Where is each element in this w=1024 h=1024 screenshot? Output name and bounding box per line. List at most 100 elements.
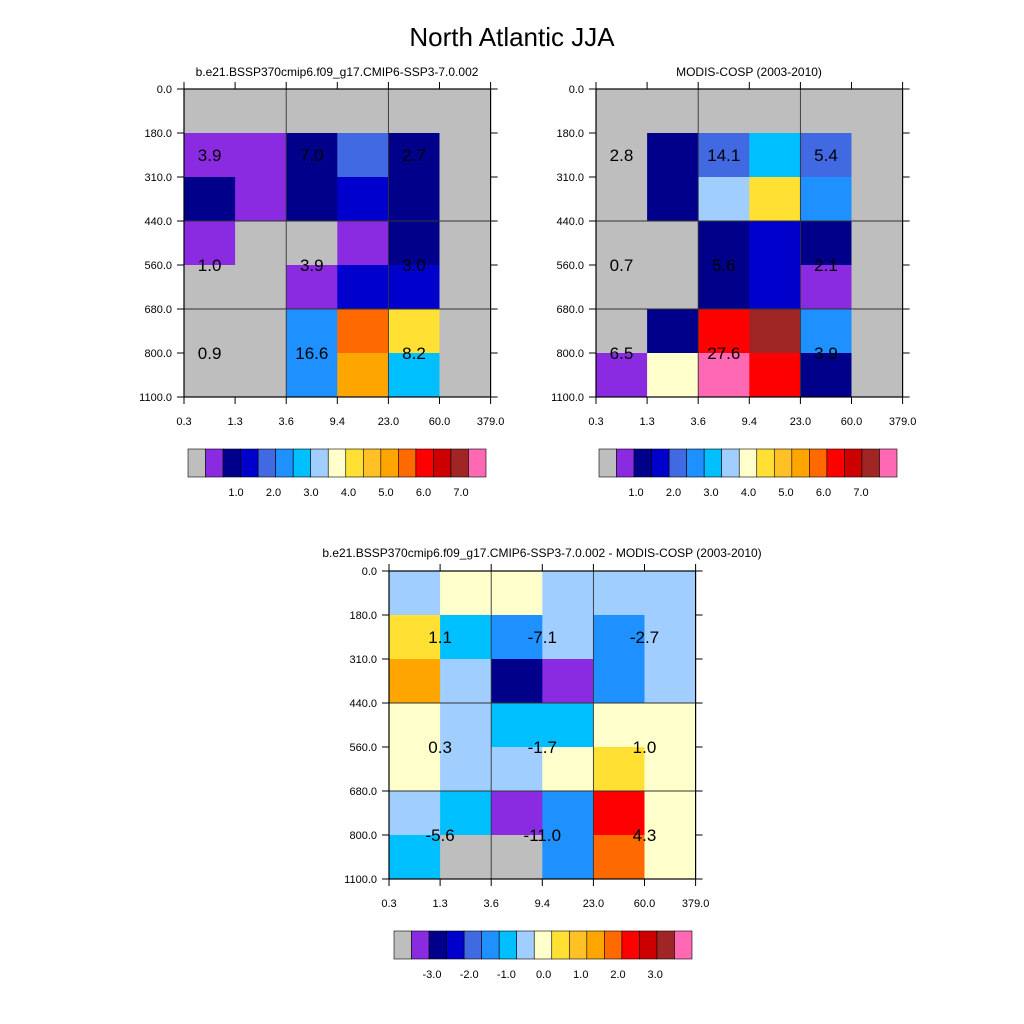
heatmap-cell [235,265,287,310]
x-tick-label: 1.3 [432,898,447,910]
heatmap-cell [800,133,852,178]
colorbar-swatch [703,448,723,478]
heatmap-cell [440,571,492,616]
colorbar-swatch [463,930,482,960]
heatmap-cell [596,177,648,222]
heatmap-cell [542,835,594,880]
heatmap-cell [698,265,750,310]
colorbar-swatch [616,448,635,478]
cell-value-label: 0.3 [428,738,452,757]
heatmap-cell [235,221,287,266]
heatmap-cell [749,309,801,354]
heatmap-cell [286,309,338,354]
heatmap-cell [389,747,441,792]
cell-value-label: 3.0 [402,256,426,275]
colorbar-swatch [844,448,863,478]
heatmap-cell [440,791,492,836]
colorbar-swatch [721,448,740,478]
cell-value-label: 2.8 [610,146,634,165]
colorbar-label: 5.0 [378,487,393,499]
heatmap-cell [286,265,338,310]
heatmap-cell [644,747,696,792]
panel-title-model: b.e21.BSSP370cmip6.f09_g17.CMIP6-SSP3-7.… [196,65,479,79]
heatmap-cell [337,133,389,178]
y-tick-label: 310.0 [349,654,377,666]
colorbar-swatch [633,448,652,478]
heatmap-cell [800,177,852,222]
colorbar-swatch [551,930,570,960]
heatmap-cell [698,177,750,222]
colorbar-label: 4.0 [741,487,756,499]
y-tick-label: 0.0 [362,566,377,578]
heatmap-cell [644,615,696,660]
heatmap-cell [542,703,594,748]
heatmap-cell [647,177,699,222]
colorbar-label: -1.0 [497,969,516,981]
y-tick-label: 560.0 [556,260,584,272]
heatmap-cell [749,133,801,178]
heatmap-cell [698,133,750,178]
colorbar-label: -3.0 [423,969,442,981]
heatmap-cell [800,265,852,310]
cell-value-label: 5.6 [712,256,736,275]
colorbar-label: 3.0 [703,487,718,499]
x-tick-label: 60.0 [634,898,655,910]
colorbar-swatch [568,930,588,960]
heatmap-cell [184,353,236,398]
colorbar-label: -2.0 [460,969,479,981]
y-tick-label: 560.0 [144,260,172,272]
heatmap-cell [388,221,440,266]
colorbar-label: 7.0 [453,487,468,499]
heatmap-cell [749,177,801,222]
x-tick-label: 9.4 [742,416,757,428]
heatmap-cell [491,659,543,704]
heatmap-cell [388,177,440,222]
heatmap-cell [647,221,699,266]
colorbar-swatch [738,448,758,478]
cell-value-label: 1.0 [198,256,222,275]
colorbar-label: 7.0 [853,487,868,499]
heatmap-cell [749,221,801,266]
cell-value-label: 5.4 [814,146,838,165]
heatmap-cell [749,265,801,310]
heatmap-cell [851,309,903,354]
heatmap-cell [388,89,440,134]
colorbar-swatch [380,448,399,478]
colorbar-swatch [240,448,259,478]
heatmap-cell [800,309,852,354]
cell-value-label: 16.6 [295,344,328,363]
colorbar-swatch [481,930,500,960]
heatmap-cell [439,177,491,222]
colorbar-swatch [292,448,312,478]
colorbar-swatch [516,930,535,960]
heatmap-cell [491,747,543,792]
heatmap-cell [596,265,648,310]
cell-value-label: 8.2 [402,344,426,363]
colorbar-label: 2.0 [266,487,281,499]
cell-value-label: -1.7 [528,738,557,757]
colorbar-swatch [756,448,775,478]
heatmap-cell [698,309,750,354]
y-tick-label: 1100.0 [139,392,172,404]
heatmap-cell [596,89,648,134]
y-tick-label: 680.0 [556,304,584,316]
x-tick-label: 60.0 [429,416,450,428]
x-tick-label: 9.4 [535,898,550,910]
cell-value-label: -7.1 [528,628,557,647]
colorbar-swatch [861,448,880,478]
heatmap-cell [286,177,338,222]
heatmap-panel: 0.0 180.0 310.0 440.0 560.0 680.0 800.0 1100.0 0… [139,82,504,499]
cell-value-label: 27.6 [707,344,740,363]
cell-value-label: -5.6 [425,826,454,845]
y-tick-label: 800.0 [349,830,377,842]
heatmap-cell [388,133,440,178]
colorbar-label: 0.0 [536,969,551,981]
colorbar-swatch [656,930,675,960]
heatmap-panel: 0.0 180.0 310.0 440.0 560.0 680.0 800.0 1100.0 0… [344,564,709,981]
colorbar-swatch [433,448,452,478]
colorbar-swatch [586,930,605,960]
heatmap-cell [439,265,491,310]
heatmap-cell [491,571,543,616]
heatmap-panel: 0.0 180.0 310.0 440.0 560.0 680.0 800.0 1100.0 0… [551,82,916,499]
x-tick-label: 379.0 [477,416,505,428]
